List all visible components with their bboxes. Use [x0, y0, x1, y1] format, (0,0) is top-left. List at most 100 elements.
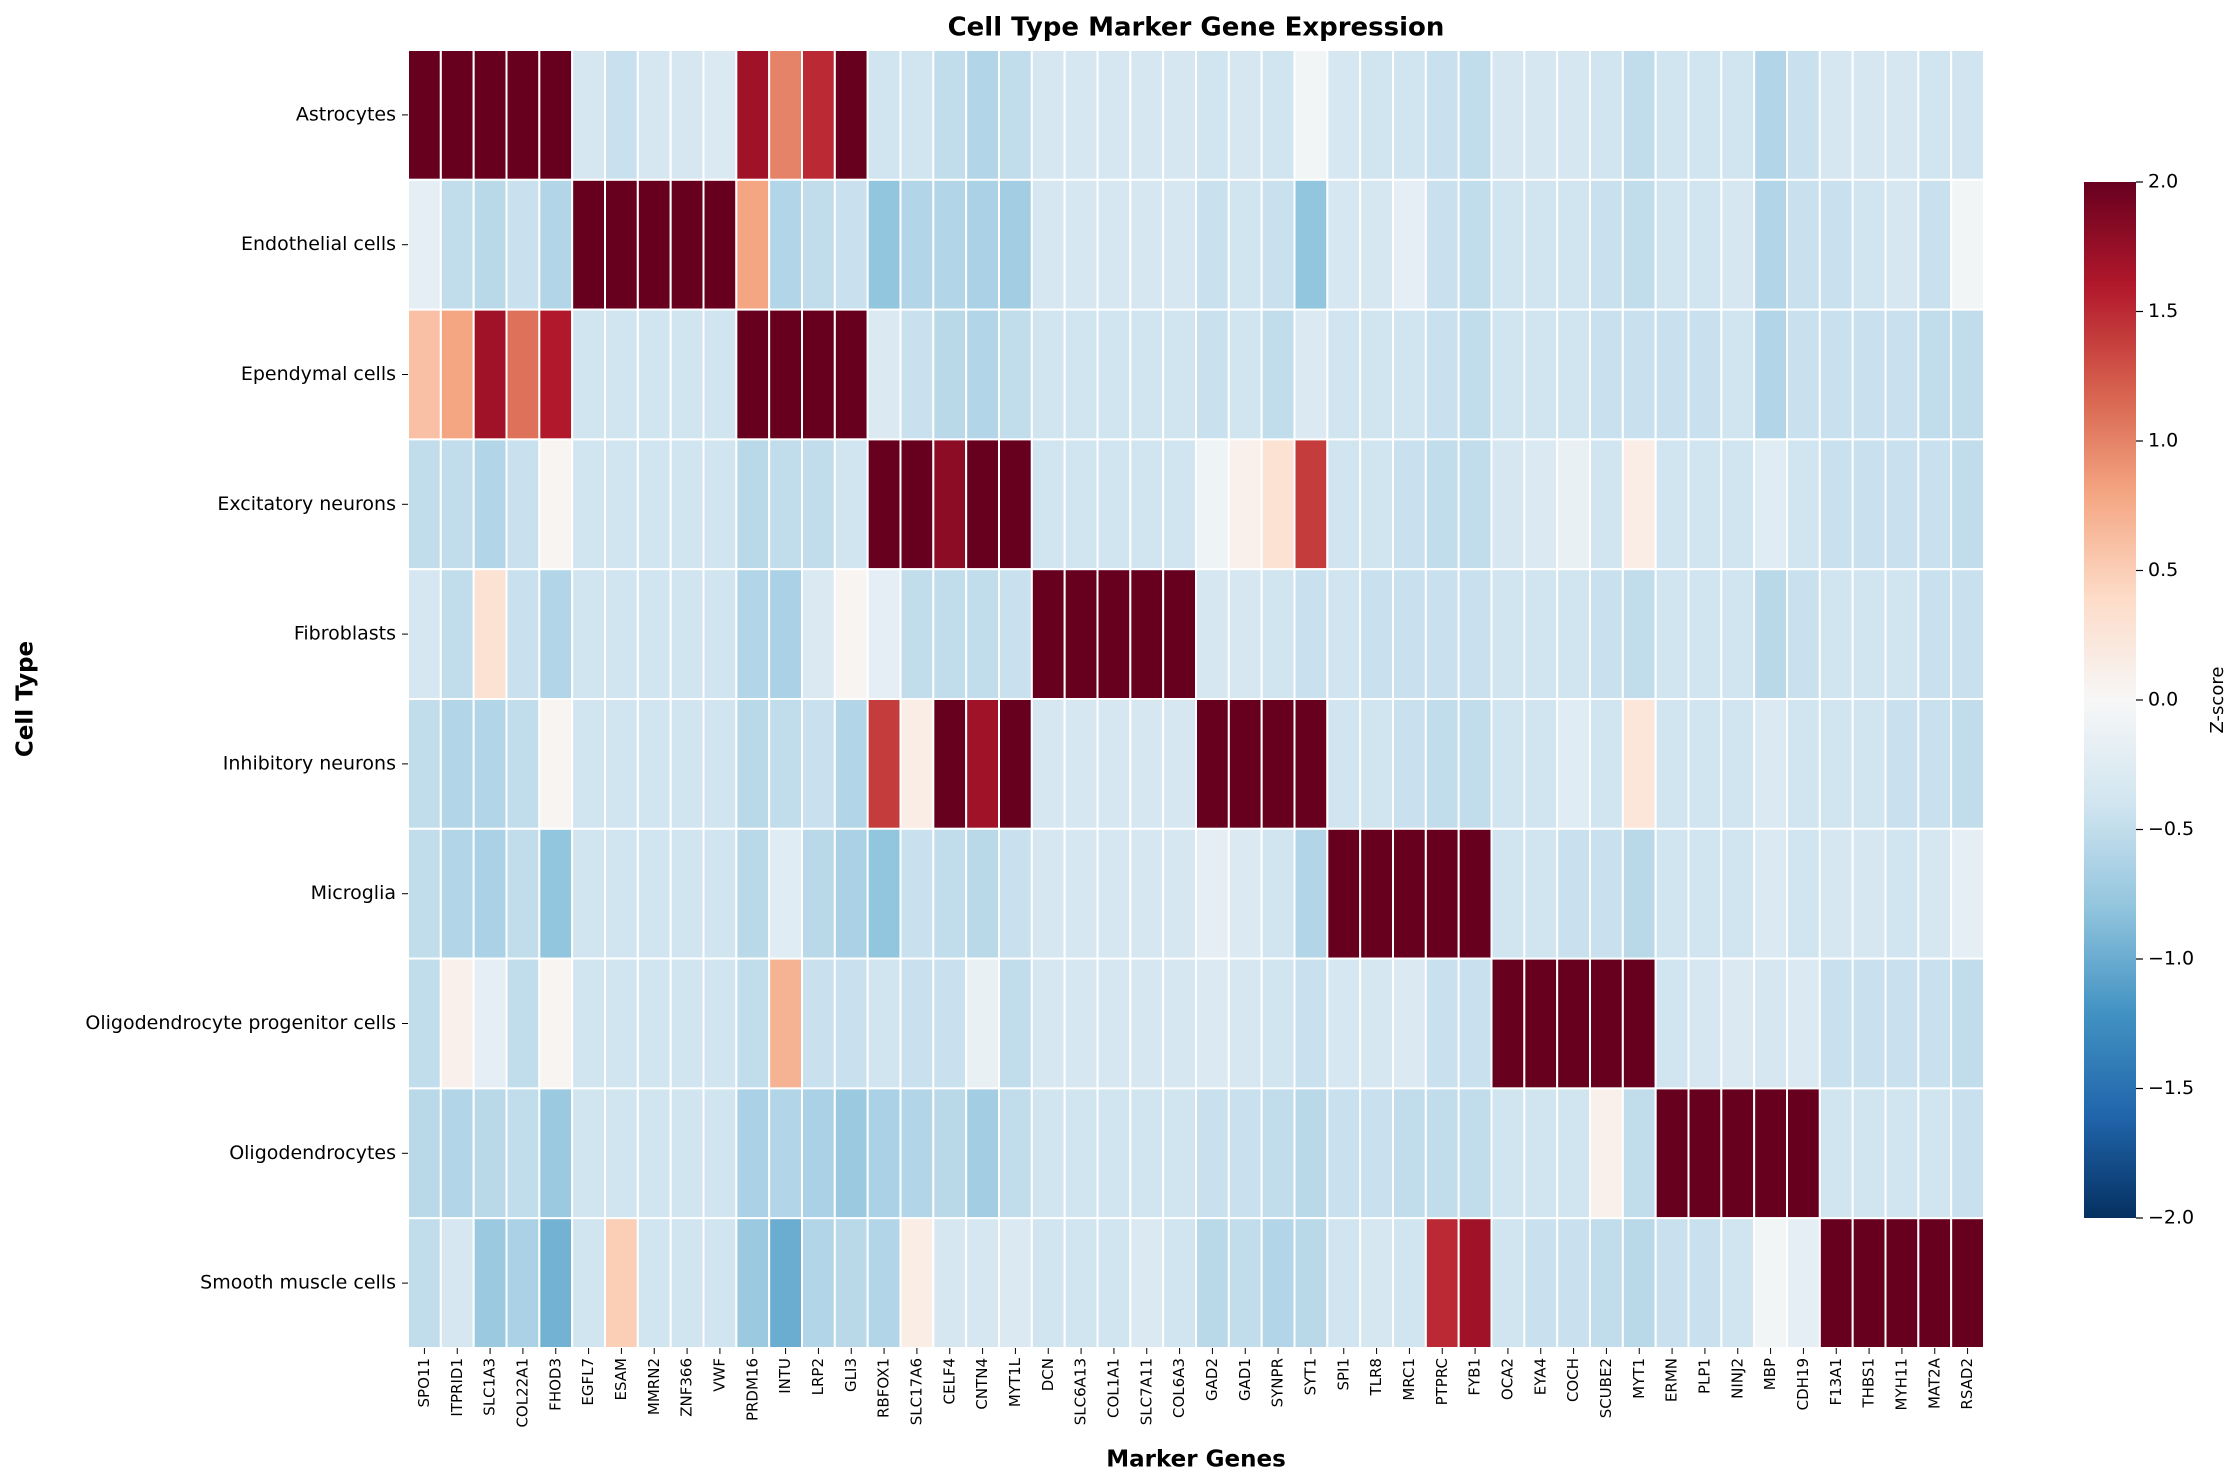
heatmap-cell [702, 1217, 738, 1349]
y-tick-label: Fibroblasts [294, 623, 396, 645]
heatmap-cell [899, 1217, 935, 1349]
heatmap-cell [1129, 568, 1165, 701]
heatmap-cell [1621, 1217, 1657, 1349]
heatmap-cell [1786, 178, 1821, 311]
heatmap-cell [636, 827, 672, 960]
heatmap-cell [1786, 308, 1821, 441]
heatmap-cell [1654, 698, 1690, 830]
heatmap-cell [1950, 308, 1985, 441]
heatmap-cell [1818, 178, 1854, 311]
heatmap-cell [604, 568, 639, 701]
heatmap-cell [1589, 957, 1624, 1090]
x-tick-label: CNTN4 [973, 1358, 991, 1410]
heatmap-cell [1457, 568, 1493, 701]
heatmap-cell [1556, 308, 1591, 441]
heatmap-cell [1621, 178, 1657, 311]
heatmap-cell [538, 1217, 574, 1349]
colorbar-label: Z-score [2207, 667, 2228, 734]
heatmap-cell [1556, 698, 1591, 830]
heatmap-cell [1457, 957, 1493, 1090]
heatmap-cell [1195, 1087, 1230, 1220]
heatmap-cell [1556, 827, 1591, 960]
heatmap-cell [1523, 49, 1559, 181]
heatmap-cell [1162, 1087, 1197, 1220]
heatmap-cell [1424, 1087, 1460, 1220]
heatmap-cell [604, 957, 639, 1090]
heatmap-cell [1720, 49, 1756, 181]
heatmap-cell [472, 438, 508, 571]
heatmap-cell [866, 957, 902, 1090]
heatmap-cell [1227, 568, 1263, 701]
heatmap-cell [439, 698, 475, 830]
x-tick-label: SLC6A13 [1072, 1358, 1090, 1425]
heatmap-cell [1030, 178, 1066, 311]
heatmap-cell [1884, 308, 1920, 441]
heatmap-cell [1359, 957, 1394, 1090]
heatmap-cell [998, 438, 1033, 571]
heatmap-cell [636, 698, 672, 830]
heatmap-cell [1786, 1087, 1821, 1220]
heatmap-cell [1424, 827, 1460, 960]
colorbar-tick-label: −2.0 [2148, 1207, 2194, 1229]
heatmap-cell [1490, 308, 1526, 441]
heatmap-cell [538, 957, 574, 1090]
heatmap-cell [1950, 1217, 1985, 1349]
heatmap-cell [1753, 1217, 1788, 1349]
y-tick-label: Inhibitory neurons [223, 752, 396, 774]
heatmap-cell [899, 178, 935, 311]
heatmap-cell [1950, 957, 1985, 1090]
heatmap-cell [538, 178, 574, 311]
heatmap-cell [538, 698, 574, 830]
heatmap-cell [768, 957, 804, 1090]
heatmap-cell [439, 438, 475, 571]
heatmap-cell [932, 1087, 968, 1220]
heatmap-cell [1392, 827, 1427, 960]
heatmap-cell [1851, 49, 1887, 181]
heatmap-cell [1096, 568, 1132, 701]
heatmap-cell [1884, 568, 1920, 701]
heatmap-cell [1359, 1087, 1394, 1220]
heatmap-cell [998, 1087, 1033, 1220]
heatmap-cell [1457, 49, 1493, 181]
heatmap-cell [604, 698, 639, 830]
heatmap-cell [1851, 1217, 1887, 1349]
heatmap-cell [1293, 308, 1329, 441]
heatmap-cell [1654, 308, 1690, 441]
colorbar-tick-label: −0.5 [2148, 818, 2194, 840]
heatmap-cell [1654, 827, 1690, 960]
heatmap-cell [1621, 49, 1657, 181]
heatmap-cell [1818, 827, 1854, 960]
heatmap-cell [1195, 438, 1230, 571]
heatmap-cell [439, 178, 475, 311]
heatmap-cell [571, 1217, 607, 1349]
heatmap-cell [932, 178, 968, 311]
heatmap-cell [1654, 178, 1690, 311]
heatmap-cell [1950, 438, 1985, 571]
heatmap-cell [899, 1087, 935, 1220]
heatmap-cell [1753, 698, 1788, 830]
x-tick-label: MYH11 [1892, 1358, 1910, 1410]
heatmap-cell [571, 1087, 607, 1220]
heatmap-cell [866, 438, 902, 571]
heatmap-cell [1326, 957, 1362, 1090]
heatmap-cell [1457, 827, 1493, 960]
heatmap-cell [1818, 49, 1854, 181]
heatmap-cell [1227, 827, 1263, 960]
heatmap-cell [801, 698, 836, 830]
heatmap-cell [702, 698, 738, 830]
x-tick-label: RBFOX1 [875, 1358, 893, 1418]
heatmap-cell [1293, 178, 1329, 311]
heatmap-cell [1687, 49, 1723, 181]
heatmap-cell [833, 308, 869, 441]
heatmap-cell [965, 1217, 1001, 1349]
heatmap-cell [505, 438, 541, 571]
heatmap-cell [1523, 568, 1559, 701]
heatmap-cell [1917, 438, 1953, 571]
heatmap-cell [1753, 1087, 1788, 1220]
x-tick-label: MRC1 [1400, 1358, 1418, 1401]
heatmap-cell [1720, 957, 1756, 1090]
heatmap-cell [1424, 49, 1460, 181]
heatmap-cell [1030, 1087, 1066, 1220]
heatmap-cell [1359, 438, 1394, 571]
heatmap-cell [571, 957, 607, 1090]
